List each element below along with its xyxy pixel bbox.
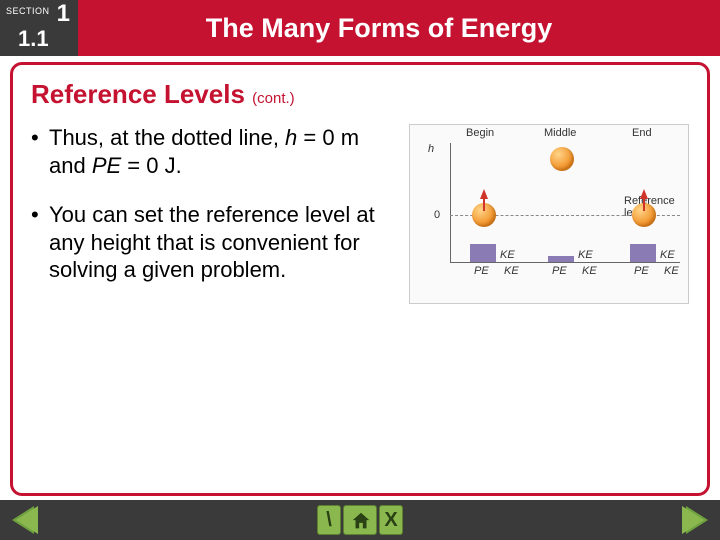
bullet-dot: • — [31, 201, 49, 284]
fig-ke-bar-end — [630, 244, 656, 262]
body-area: • Thus, at the dotted line, h = 0 m and … — [31, 124, 689, 306]
bottom-nav: \ X — [0, 500, 720, 540]
home-icon — [350, 510, 372, 532]
fig-ke-bar-middle — [548, 256, 574, 262]
bullet-2-text: You can set the reference level at any h… — [49, 201, 399, 284]
fig-ke-b3: KE — [664, 265, 679, 277]
nav-close-button[interactable]: X — [379, 505, 403, 535]
nav-center: \ X — [317, 505, 403, 535]
fig-ke-b2: KE — [582, 265, 597, 277]
fig-ke-b1: KE — [504, 265, 519, 277]
fig-arrow-stem-end — [643, 199, 645, 211]
bullet-1-var-pe: PE — [92, 153, 121, 178]
fig-arrow-begin — [480, 189, 488, 199]
fig-col-begin: Begin — [466, 127, 494, 139]
page-title: The Many Forms of Energy — [78, 13, 720, 44]
section-number: 1.1 — [18, 26, 49, 52]
section-tab: SECTION 1 1.1 — [0, 0, 78, 56]
reference-level-figure: Begin Middle End h 0 Reference level — [409, 124, 689, 304]
fig-y-axis — [450, 143, 451, 263]
fig-arrow-end — [640, 189, 648, 199]
header-bar: SECTION 1 1.1 The Many Forms of Energy — [0, 0, 720, 56]
bullet-1-seg3: = 0 J. — [121, 153, 182, 178]
content-frame: Reference Levels (cont.) • Thus, at the … — [10, 62, 710, 496]
text-column: • Thus, at the dotted line, h = 0 m and … — [31, 124, 399, 306]
fig-x-axis — [450, 262, 680, 263]
fig-ball-middle — [550, 147, 574, 171]
fig-pe-b2: PE — [552, 265, 567, 277]
fig-pe-b3: PE — [634, 265, 649, 277]
nav-back-button[interactable]: \ — [317, 505, 341, 535]
fig-y-label: h — [428, 143, 434, 155]
fig-ke-label-1: KE — [500, 249, 515, 261]
fig-col-middle: Middle — [544, 127, 576, 139]
next-button[interactable] — [686, 506, 708, 534]
sub-heading-cont: (cont.) — [252, 90, 295, 107]
fig-zero-label: 0 — [434, 209, 440, 221]
sub-heading: Reference Levels (cont.) — [31, 79, 689, 110]
chapter-number: 1 — [57, 0, 70, 28]
fig-pe-b1: PE — [474, 265, 489, 277]
fig-ke-bar-begin — [470, 244, 496, 262]
sub-heading-text: Reference Levels — [31, 79, 245, 109]
bullet-1-text: Thus, at the dotted line, h = 0 m and PE… — [49, 124, 399, 179]
section-label: SECTION — [6, 6, 50, 16]
bullet-1-seg1: Thus, at the dotted line, — [49, 125, 285, 150]
slide: SECTION 1 1.1 The Many Forms of Energy R… — [0, 0, 720, 540]
bullet-1-var-h: h — [285, 125, 297, 150]
fig-ke-label-3: KE — [660, 249, 675, 261]
fig-ke-label-2: KE — [578, 249, 593, 261]
fig-arrow-stem-begin — [483, 199, 485, 211]
bullet-1: • Thus, at the dotted line, h = 0 m and … — [31, 124, 399, 179]
fig-col-end: End — [632, 127, 652, 139]
prev-button[interactable] — [12, 506, 34, 534]
bullet-2: • You can set the reference level at any… — [31, 201, 399, 284]
bullet-dot: • — [31, 124, 49, 179]
home-button[interactable] — [343, 505, 377, 535]
